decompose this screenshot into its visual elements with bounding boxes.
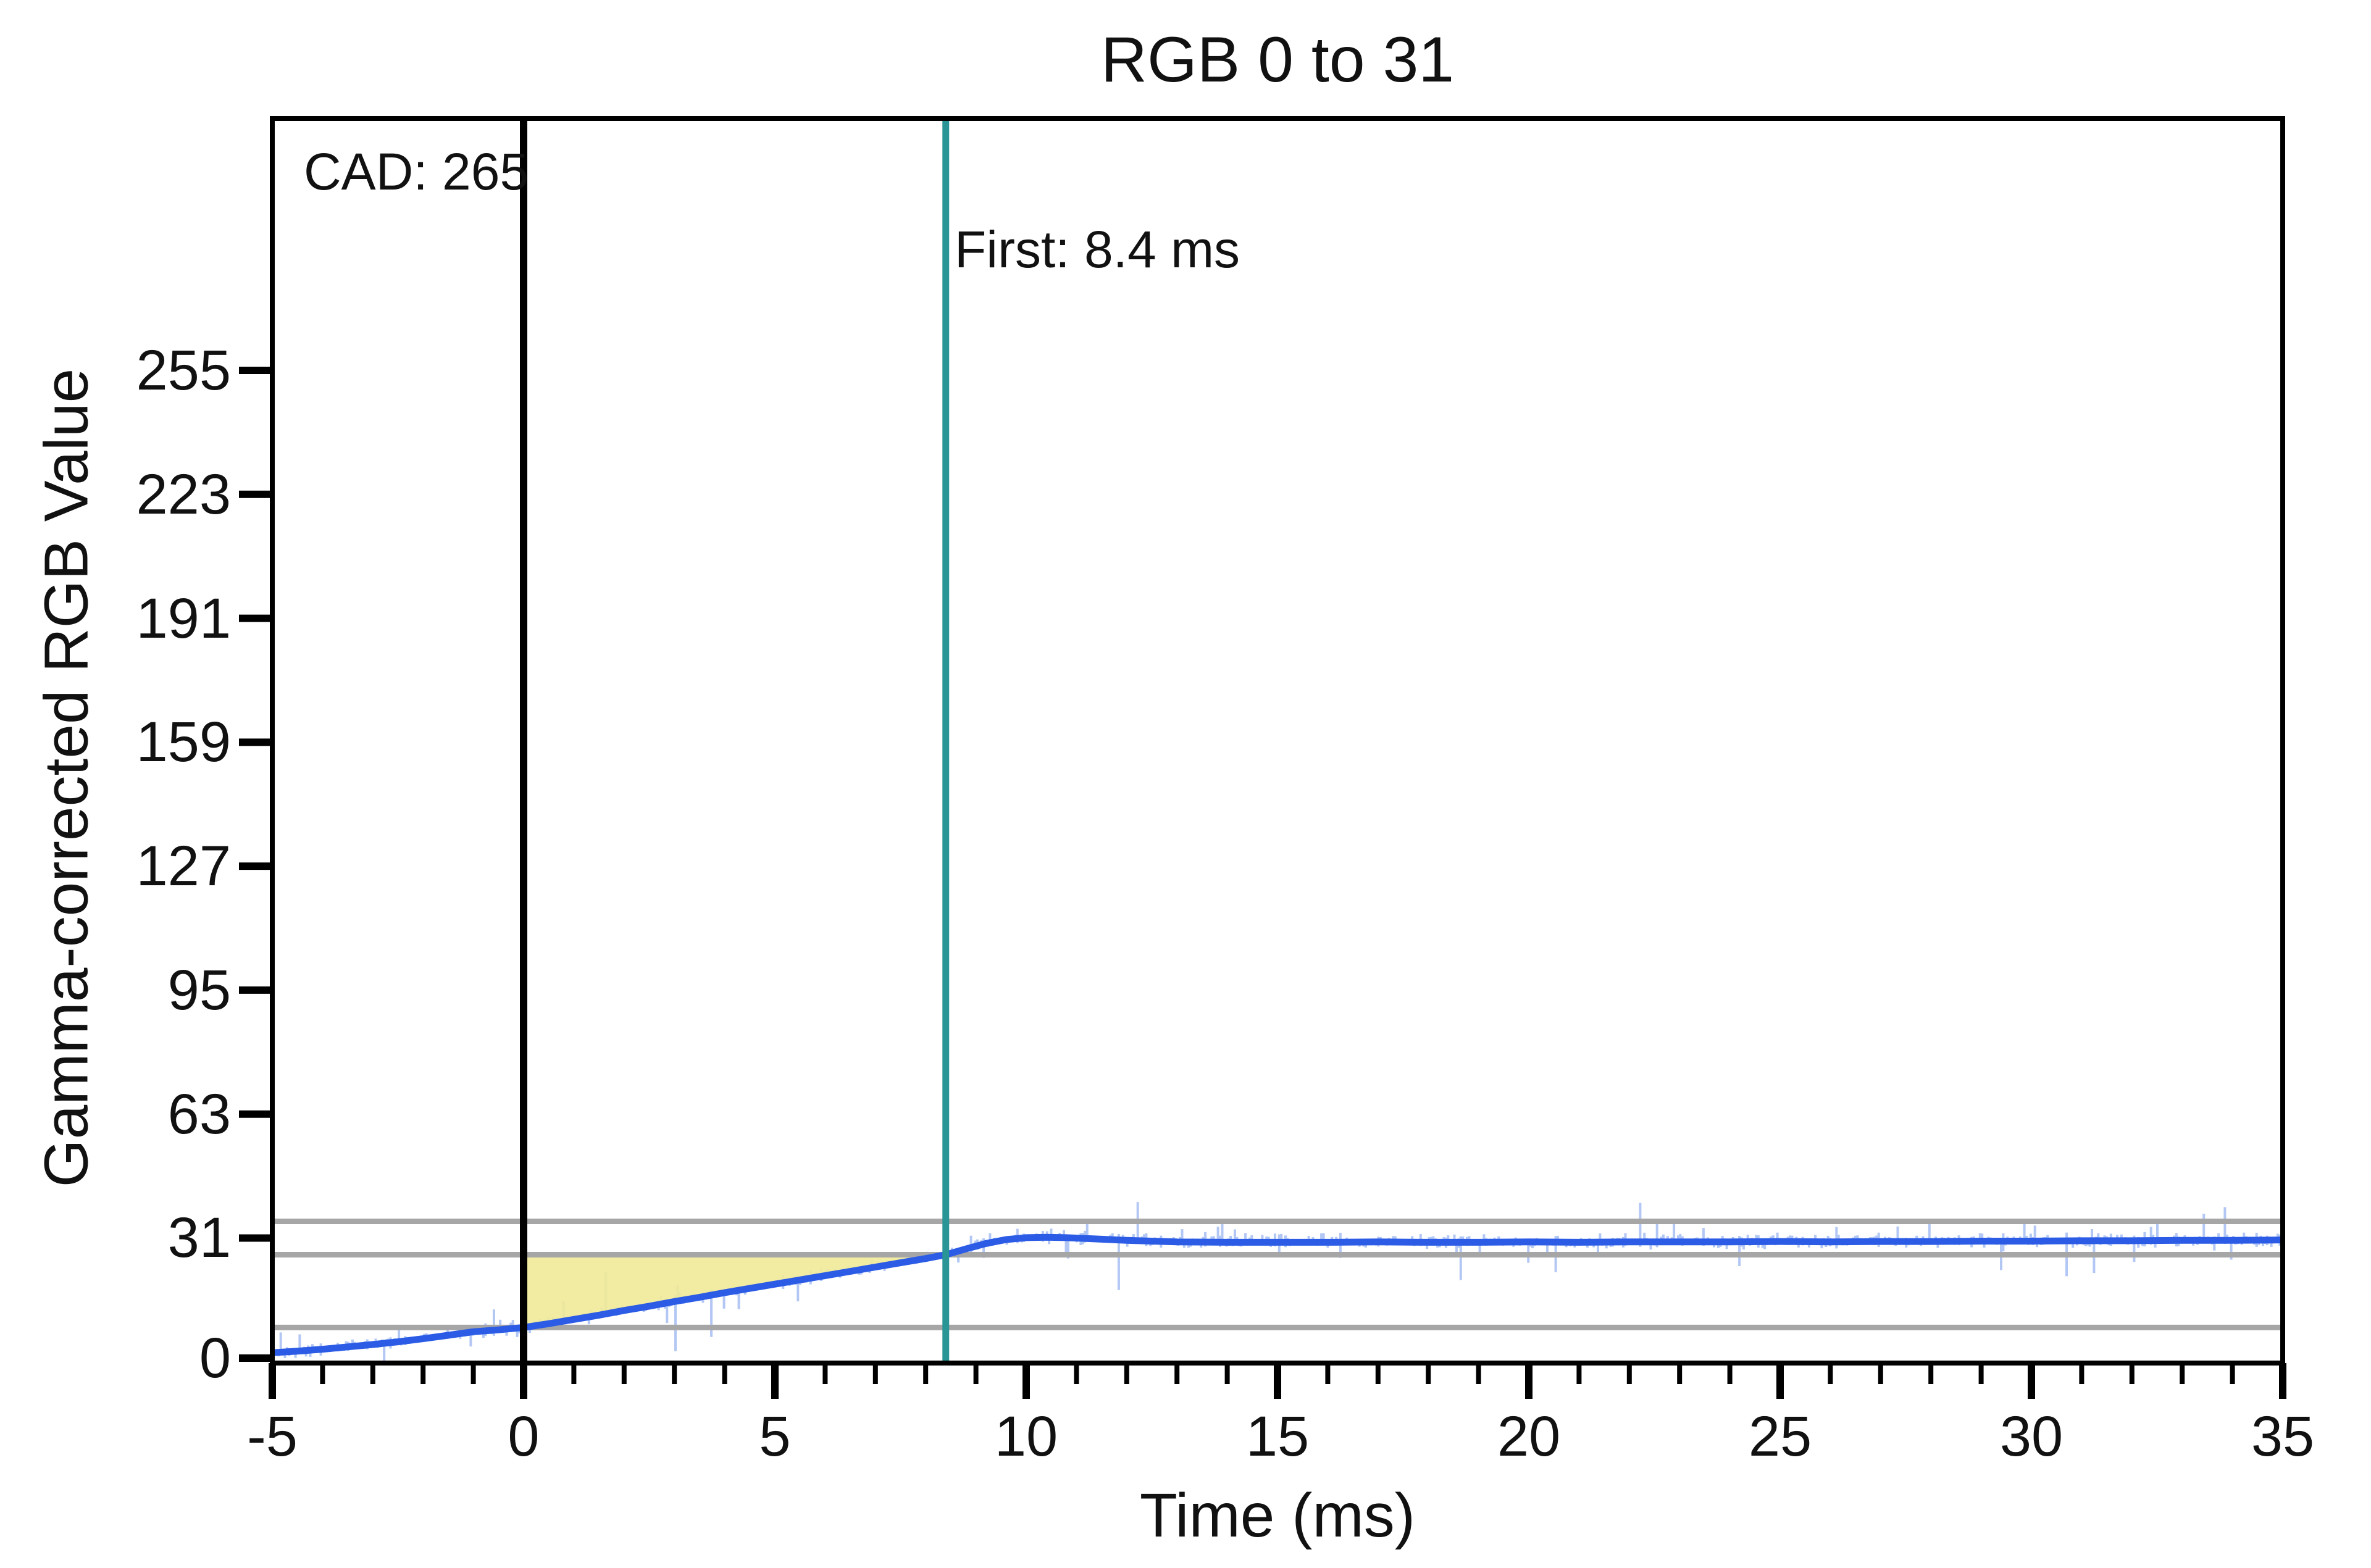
event-vlines xyxy=(520,121,950,1361)
x-tick-label: 5 xyxy=(759,1405,791,1468)
y-tick-label: 223 xyxy=(136,462,232,526)
x-tick-label: 25 xyxy=(1748,1405,1812,1468)
response-curve xyxy=(275,1233,2280,1356)
chart-title: RGB 0 to 31 xyxy=(1100,24,1455,96)
y-tick-label: 31 xyxy=(167,1206,231,1270)
x-tick-label: 35 xyxy=(2251,1405,2315,1468)
y-tick-label: 127 xyxy=(136,835,232,898)
y-tick-label: 255 xyxy=(136,339,232,402)
y-tick-label: 63 xyxy=(167,1082,231,1146)
x-tick-label: 0 xyxy=(508,1405,540,1468)
x-tick-label: 15 xyxy=(1245,1405,1310,1468)
y-tick-label: 0 xyxy=(199,1327,231,1390)
x-axis-title: Time (ms) xyxy=(1139,1481,1416,1550)
y-tick-label: 191 xyxy=(136,586,232,650)
x-tick-label: 10 xyxy=(994,1405,1058,1468)
annotation-cad: CAD: 265 xyxy=(304,143,529,201)
x-tick-label: -5 xyxy=(247,1405,298,1468)
annotation-first-response: First: 8.4 ms xyxy=(955,220,1240,278)
y-tick-label: 159 xyxy=(136,711,232,774)
y-tick-label: 95 xyxy=(167,958,231,1022)
tolerance-lines xyxy=(275,1219,2280,1330)
x-tick-label: 30 xyxy=(1999,1405,2064,1468)
x-tick-label: 20 xyxy=(1497,1405,1561,1468)
plot-frame-and-ticks xyxy=(239,116,2286,1399)
